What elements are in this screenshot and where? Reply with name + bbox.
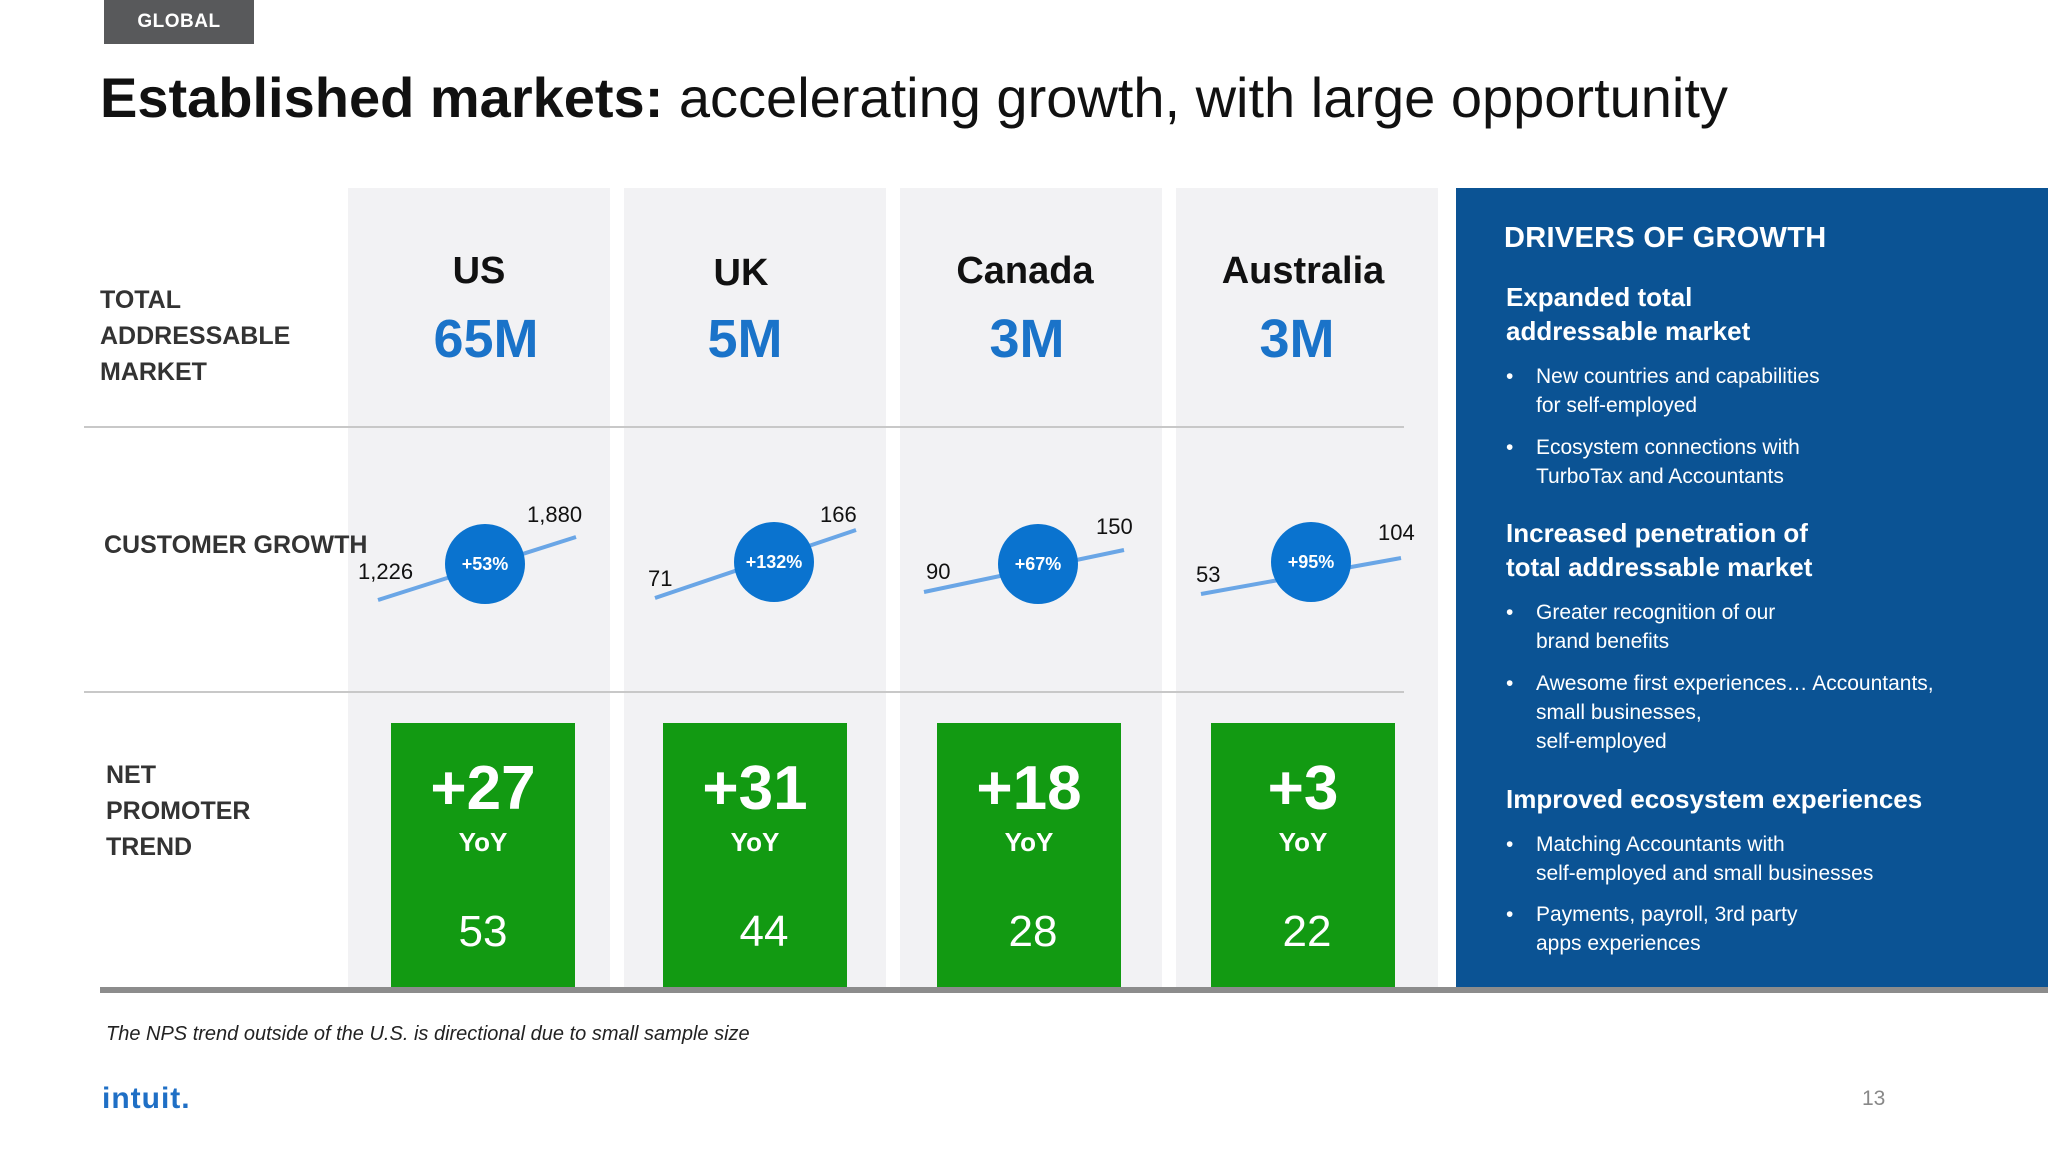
nps-card-us: +27 YoY 53: [391, 723, 575, 987]
bullet-line: small businesses,: [1536, 701, 1702, 724]
page-title-bold: Established markets:: [100, 66, 664, 129]
nps-yoy-label: YoY: [458, 827, 508, 857]
nps-card-canada: +18 YoY 28: [937, 723, 1121, 987]
bullet-icon: •: [1506, 672, 1514, 695]
bullet-line: Matching Accountants with: [1536, 833, 1785, 856]
tam-label-line: ADDRESSABLE: [100, 322, 291, 350]
bullet-icon: •: [1506, 601, 1514, 624]
bullet-line: brand benefits: [1536, 630, 1670, 653]
tam-label-line: TOTAL: [100, 286, 182, 314]
growth-end-value: 150: [1096, 514, 1133, 539]
customer-growth-label: CUSTOMER GROWTH: [104, 531, 368, 559]
tam-value: 3M: [989, 309, 1065, 369]
growth-end-value: 1,880: [527, 502, 583, 527]
growth-end-value: 104: [1378, 520, 1415, 545]
nps-score: 44: [739, 907, 789, 956]
nps-label-line: NET: [106, 761, 156, 789]
driver-bullet: • Awesome first experiences… Accountants…: [1506, 669, 2026, 756]
nps-card-uk: +31 YoY 44: [663, 723, 847, 987]
bullet-line: Awesome first experiences… Accountants,: [1536, 672, 1934, 695]
bullet-line: TurboTax and Accountants: [1536, 465, 1784, 488]
driver-bullet: • Payments, payroll, 3rd party apps expe…: [1506, 900, 2026, 958]
growth-start-value: 71: [648, 566, 673, 591]
nps-yoy-label: YoY: [730, 827, 780, 857]
driver-bullet: • Matching Accountants with self-employe…: [1506, 830, 2026, 888]
drivers-title: DRIVERS OF GROWTH: [1504, 222, 1827, 254]
driver-heading-line: Improved ecosystem experiences: [1506, 784, 1923, 814]
driver-bullet: • New countries and capabilities for sel…: [1506, 362, 2026, 420]
nps-yoy-label: YoY: [1004, 827, 1054, 857]
driver-heading-line: total addressable market: [1506, 552, 1813, 582]
tam-label-line: MARKET: [100, 358, 207, 386]
tam-value: 5M: [707, 309, 783, 369]
bullet-icon: •: [1506, 365, 1514, 388]
row-divider: [84, 426, 1404, 428]
driver-heading: Increased penetration of total addressab…: [1506, 516, 2026, 584]
bullet-line: Greater recognition of our: [1536, 601, 1776, 624]
bullet-icon: •: [1506, 436, 1514, 459]
bullet-line: Ecosystem connections with: [1536, 436, 1800, 459]
bullet-line: self-employed: [1536, 730, 1667, 753]
tam-value: 65M: [433, 309, 539, 369]
page-title-rest: accelerating growth, with large opportun…: [663, 66, 1728, 129]
nps-score: 53: [458, 907, 508, 956]
bullet-line: New countries and capabilities: [1536, 365, 1820, 388]
drivers-panel: DRIVERS OF GROWTH Expanded total address…: [1456, 188, 2048, 987]
driver-heading-line: Expanded total: [1506, 282, 1693, 312]
driver-heading-line: Increased penetration of: [1506, 518, 1808, 548]
footnote: The NPS trend outside of the U.S. is dir…: [106, 1023, 750, 1045]
country-name: UK: [713, 252, 769, 294]
intuit-logo: intuit.: [102, 1082, 191, 1115]
growth-start-value: 90: [926, 559, 951, 584]
growth-pct-badge: +67%: [998, 524, 1078, 604]
page-title: Established markets: accelerating growth…: [100, 62, 1728, 134]
bullet-line: for self-employed: [1536, 394, 1698, 417]
driver-heading-line: addressable market: [1506, 316, 1751, 346]
bullet-icon: •: [1506, 903, 1514, 926]
bullet-line: Payments, payroll, 3rd party: [1536, 903, 1798, 926]
growth-pct-badge: +53%: [445, 524, 525, 604]
growth-pct-badge: +95%: [1271, 522, 1351, 602]
nps-delta: +31: [702, 754, 808, 823]
nps-card-australia: +3 YoY 22: [1211, 723, 1395, 987]
nps-delta: +18: [976, 754, 1082, 823]
bottom-rule: [100, 987, 2048, 993]
growth-end-value: 166: [820, 502, 857, 527]
nps-label-line: PROMOTER: [106, 797, 251, 825]
bullet-icon: •: [1506, 833, 1514, 856]
nps-delta: +3: [1267, 754, 1339, 823]
bullet-line: apps experiences: [1536, 932, 1701, 955]
country-name: US: [452, 250, 506, 292]
row-divider: [84, 691, 1404, 693]
nps-delta: +27: [430, 754, 536, 823]
page-number: 13: [1862, 1087, 1886, 1110]
driver-heading: Improved ecosystem experiences: [1506, 782, 2026, 816]
nps-score: 22: [1282, 907, 1332, 956]
section-tag: GLOBAL: [104, 0, 254, 44]
nps-label-line: TREND: [106, 833, 193, 861]
growth-start-value: 53: [1196, 562, 1221, 587]
tam-value: 3M: [1259, 309, 1335, 369]
nps-score: 28: [1008, 907, 1058, 956]
driver-bullet: • Ecosystem connections with TurboTax an…: [1506, 433, 2026, 491]
driver-bullet: • Greater recognition of our brand benef…: [1506, 598, 2026, 656]
tam-label: TOTAL ADDRESSABLE MARKET: [100, 282, 290, 390]
country-name: Australia: [1221, 250, 1385, 292]
nps-yoy-label: YoY: [1278, 827, 1328, 857]
country-name: Canada: [956, 250, 1094, 292]
nps-label: NET PROMOTER TREND: [106, 757, 250, 865]
driver-heading: Expanded total addressable market: [1506, 280, 2026, 348]
bullet-line: self-employed and small businesses: [1536, 862, 1874, 885]
growth-pct-badge: +132%: [734, 522, 814, 602]
growth-start-value: 1,226: [358, 559, 414, 584]
